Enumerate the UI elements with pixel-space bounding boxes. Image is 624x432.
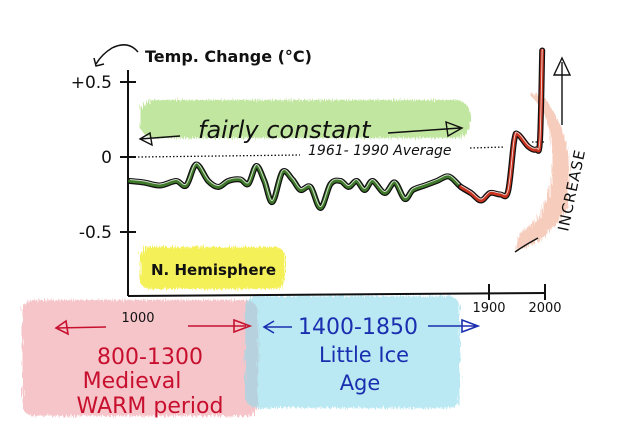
series-1-line bbox=[459, 48, 544, 203]
ice-range: 1400-1850 bbox=[298, 315, 418, 340]
ice-line1: Little Ice bbox=[319, 343, 409, 367]
up-arrow-icon bbox=[552, 56, 572, 125]
reference-line-right bbox=[469, 146, 506, 149]
cyan-highlight bbox=[245, 296, 460, 408]
orange-highlight bbox=[515, 92, 570, 250]
green-highlight bbox=[140, 100, 470, 138]
medieval-right-arrow-icon bbox=[188, 318, 253, 334]
pink-highlight bbox=[22, 300, 258, 416]
medieval-left-arrow-icon bbox=[54, 319, 107, 336]
yellow-highlight bbox=[140, 247, 285, 289]
series-0-line bbox=[128, 162, 473, 210]
right-arrow-icon bbox=[387, 120, 464, 138]
x-axis bbox=[127, 292, 547, 297]
y-axis-label: Temp. Change (°C) bbox=[145, 47, 312, 66]
series-1-highlight bbox=[460, 48, 543, 200]
reference-line bbox=[137, 154, 301, 158]
fairly-constant-label: fairly constant bbox=[198, 116, 372, 144]
medieval-range: 800-1300 bbox=[97, 345, 203, 370]
medieval-line1: Medieval bbox=[83, 369, 182, 394]
curved-arrow-head-icon bbox=[93, 57, 105, 67]
ice-line2: Age bbox=[340, 371, 381, 395]
increase-tick-mark bbox=[514, 237, 539, 253]
y-tick-label: +0.5 bbox=[71, 73, 112, 93]
left-arrow-icon bbox=[138, 131, 181, 147]
reference-line-label: 1961- 1990 Average bbox=[308, 143, 452, 159]
y-tick-label: 0 bbox=[101, 148, 112, 168]
medieval-line2: WARM period bbox=[77, 394, 224, 419]
hemisphere-label: N. Hemisphere bbox=[151, 261, 276, 279]
series-1-outline bbox=[457, 47, 546, 204]
ice-right-arrow-icon bbox=[428, 318, 481, 334]
series-0-highlight bbox=[129, 162, 472, 207]
x-tick-label: 2000 bbox=[528, 301, 561, 316]
y-tick-label: -0.5 bbox=[79, 223, 112, 243]
ice-left-arrow-icon bbox=[262, 320, 292, 334]
x-tick-label: 1000 bbox=[121, 311, 154, 326]
curved-arrow-icon bbox=[95, 44, 139, 65]
x-tick-label: 1900 bbox=[472, 301, 505, 316]
